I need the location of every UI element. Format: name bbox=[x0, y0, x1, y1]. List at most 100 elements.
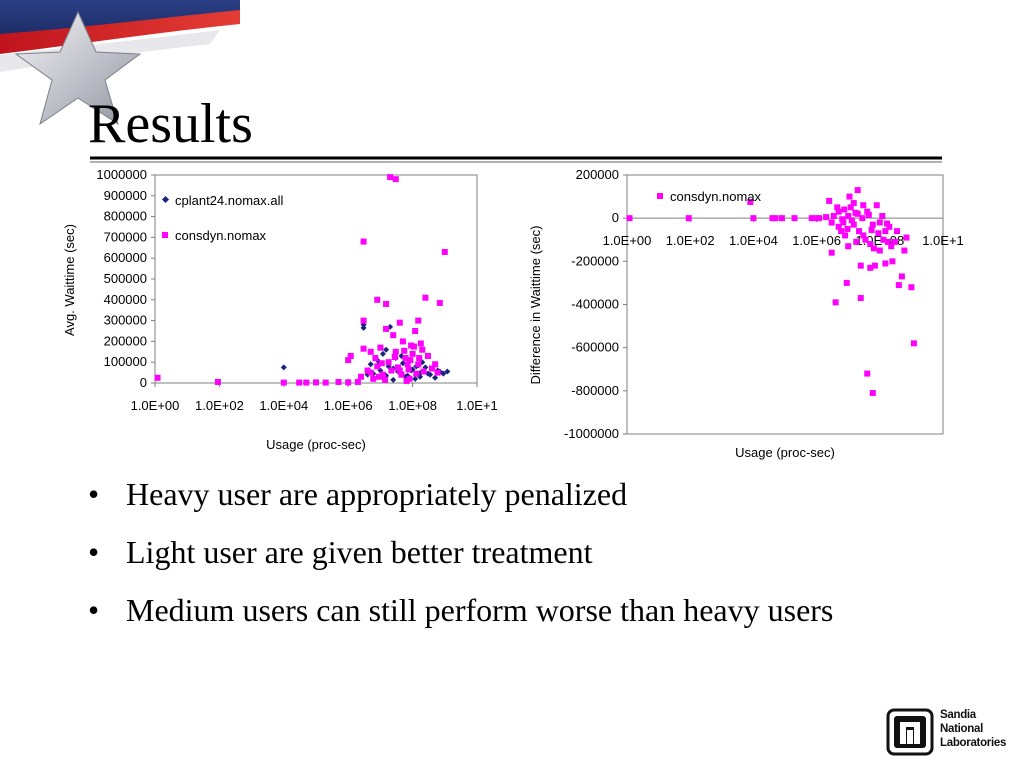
data-point-square bbox=[880, 236, 887, 243]
data-point-square bbox=[857, 262, 864, 269]
data-point-square bbox=[867, 264, 874, 271]
data-point-square bbox=[409, 350, 416, 357]
data-point-square bbox=[886, 223, 893, 230]
data-point-square bbox=[396, 319, 403, 326]
data-point-square bbox=[347, 352, 354, 359]
data-point-diamond bbox=[280, 364, 287, 371]
data-point-square bbox=[873, 202, 880, 209]
data-point-square bbox=[835, 208, 842, 215]
sandia-logo: Sandia National Laboratories bbox=[886, 708, 1016, 758]
data-point-square bbox=[364, 367, 371, 374]
data-point-square bbox=[750, 215, 757, 222]
data-point-square bbox=[908, 284, 915, 291]
data-point-square bbox=[374, 296, 381, 303]
data-point-square bbox=[860, 232, 867, 239]
data-point-square bbox=[379, 371, 386, 378]
data-point-square bbox=[882, 228, 889, 235]
data-point-square bbox=[852, 209, 859, 216]
data-point-square bbox=[862, 236, 869, 243]
x-axis-ticks: 1.0E+00 1.0E+02 1.0E+04 1.0E+06 1.0E+08 1.0E+… bbox=[131, 382, 498, 413]
x-tick-label: 1.0E+00 bbox=[603, 233, 652, 248]
bullet-item: • Medium users can still perform worse th… bbox=[88, 586, 938, 634]
bullet-dot-icon: • bbox=[88, 592, 100, 628]
data-point-square bbox=[845, 213, 852, 220]
data-point-square bbox=[850, 200, 857, 207]
data-point-square bbox=[901, 247, 908, 254]
data-point-square bbox=[835, 223, 842, 230]
data-point-square bbox=[626, 215, 633, 222]
data-point-square bbox=[382, 376, 389, 383]
x-tick-label: 1.0E+04 bbox=[259, 398, 308, 413]
x-tick-label: 1.0E+1 bbox=[922, 233, 964, 248]
data-point-square bbox=[844, 225, 851, 232]
data-point-square bbox=[856, 228, 863, 235]
data-point-square bbox=[367, 369, 374, 376]
y-tick-label: 800000 bbox=[104, 209, 147, 224]
data-point-square bbox=[685, 215, 692, 222]
data-point-square bbox=[360, 345, 367, 352]
data-point-square bbox=[360, 317, 367, 324]
data-point-square bbox=[769, 215, 776, 222]
data-point-diamond bbox=[399, 360, 406, 367]
x-tick-label: 1.0E+02 bbox=[195, 398, 244, 413]
legend-marker-square bbox=[162, 232, 168, 238]
slide-title: Results bbox=[88, 93, 253, 155]
data-point-square bbox=[383, 300, 390, 307]
data-point-square bbox=[834, 204, 841, 211]
data-point-square bbox=[791, 215, 798, 222]
data-point-square bbox=[434, 369, 441, 376]
data-point-square bbox=[405, 366, 412, 373]
star-icon bbox=[14, 10, 142, 126]
data-point-square bbox=[845, 243, 852, 250]
data-point-square bbox=[416, 355, 423, 362]
data-point-square bbox=[864, 208, 871, 215]
data-point-square bbox=[846, 193, 853, 200]
data-point-square bbox=[399, 338, 406, 345]
data-point-square bbox=[404, 361, 411, 368]
data-point-square bbox=[428, 365, 435, 372]
legend: consdyn.nomax bbox=[657, 189, 762, 204]
y-axis-ticks: 0 100000 200000 300000 400000 500000 600000 700… bbox=[96, 167, 155, 390]
data-point-square bbox=[876, 247, 883, 254]
data-point-square bbox=[841, 206, 848, 213]
y-tick-label: 100000 bbox=[104, 354, 147, 369]
data-point-square bbox=[402, 355, 409, 362]
data-point-square bbox=[424, 352, 431, 359]
data-point-square bbox=[884, 238, 891, 245]
data-point-square bbox=[839, 216, 846, 223]
y-tick-label: 400000 bbox=[104, 292, 147, 307]
data-point-square bbox=[154, 374, 161, 381]
data-point-square bbox=[859, 215, 866, 222]
data-point-square bbox=[832, 299, 839, 306]
data-point-square bbox=[876, 219, 883, 226]
legend-marker-diamond bbox=[161, 195, 170, 204]
bullet-text: Light user are given better treatment bbox=[126, 534, 593, 570]
data-point-diamond bbox=[427, 371, 434, 378]
y-tick-label: 0 bbox=[140, 375, 147, 390]
x-tick-label: 1.0E+04 bbox=[729, 233, 778, 248]
y-tick-label: -200000 bbox=[571, 253, 619, 268]
data-point-square bbox=[422, 294, 429, 301]
data-point-square bbox=[415, 317, 422, 324]
red-swoosh bbox=[0, 10, 240, 54]
y-tick-label: 200000 bbox=[576, 167, 619, 182]
data-point-square bbox=[854, 187, 861, 194]
data-point-square bbox=[387, 174, 394, 181]
data-point-diamond bbox=[412, 375, 419, 382]
decorative-star-banner bbox=[0, 0, 240, 126]
data-point-square bbox=[910, 340, 917, 347]
y-tick-label: 900000 bbox=[104, 188, 147, 203]
legend: cplant24.nomax.all consdyn.nomax bbox=[161, 193, 284, 243]
x-tick-label: 1.0E+06 bbox=[792, 233, 841, 248]
y-axis-title: Difference in Waittime (sec) bbox=[528, 226, 543, 385]
title-underline bbox=[90, 156, 942, 163]
y-tick-label: -1000000 bbox=[564, 426, 619, 441]
data-point-square bbox=[303, 379, 310, 386]
data-point-square bbox=[394, 364, 401, 371]
data-point-square bbox=[377, 344, 384, 351]
data-point-square bbox=[420, 368, 427, 375]
data-point-square bbox=[370, 375, 377, 382]
data-point-diamond bbox=[444, 368, 451, 375]
data-point-square bbox=[891, 238, 898, 245]
bullet-text: Heavy user are appropriately penalized bbox=[126, 476, 628, 512]
